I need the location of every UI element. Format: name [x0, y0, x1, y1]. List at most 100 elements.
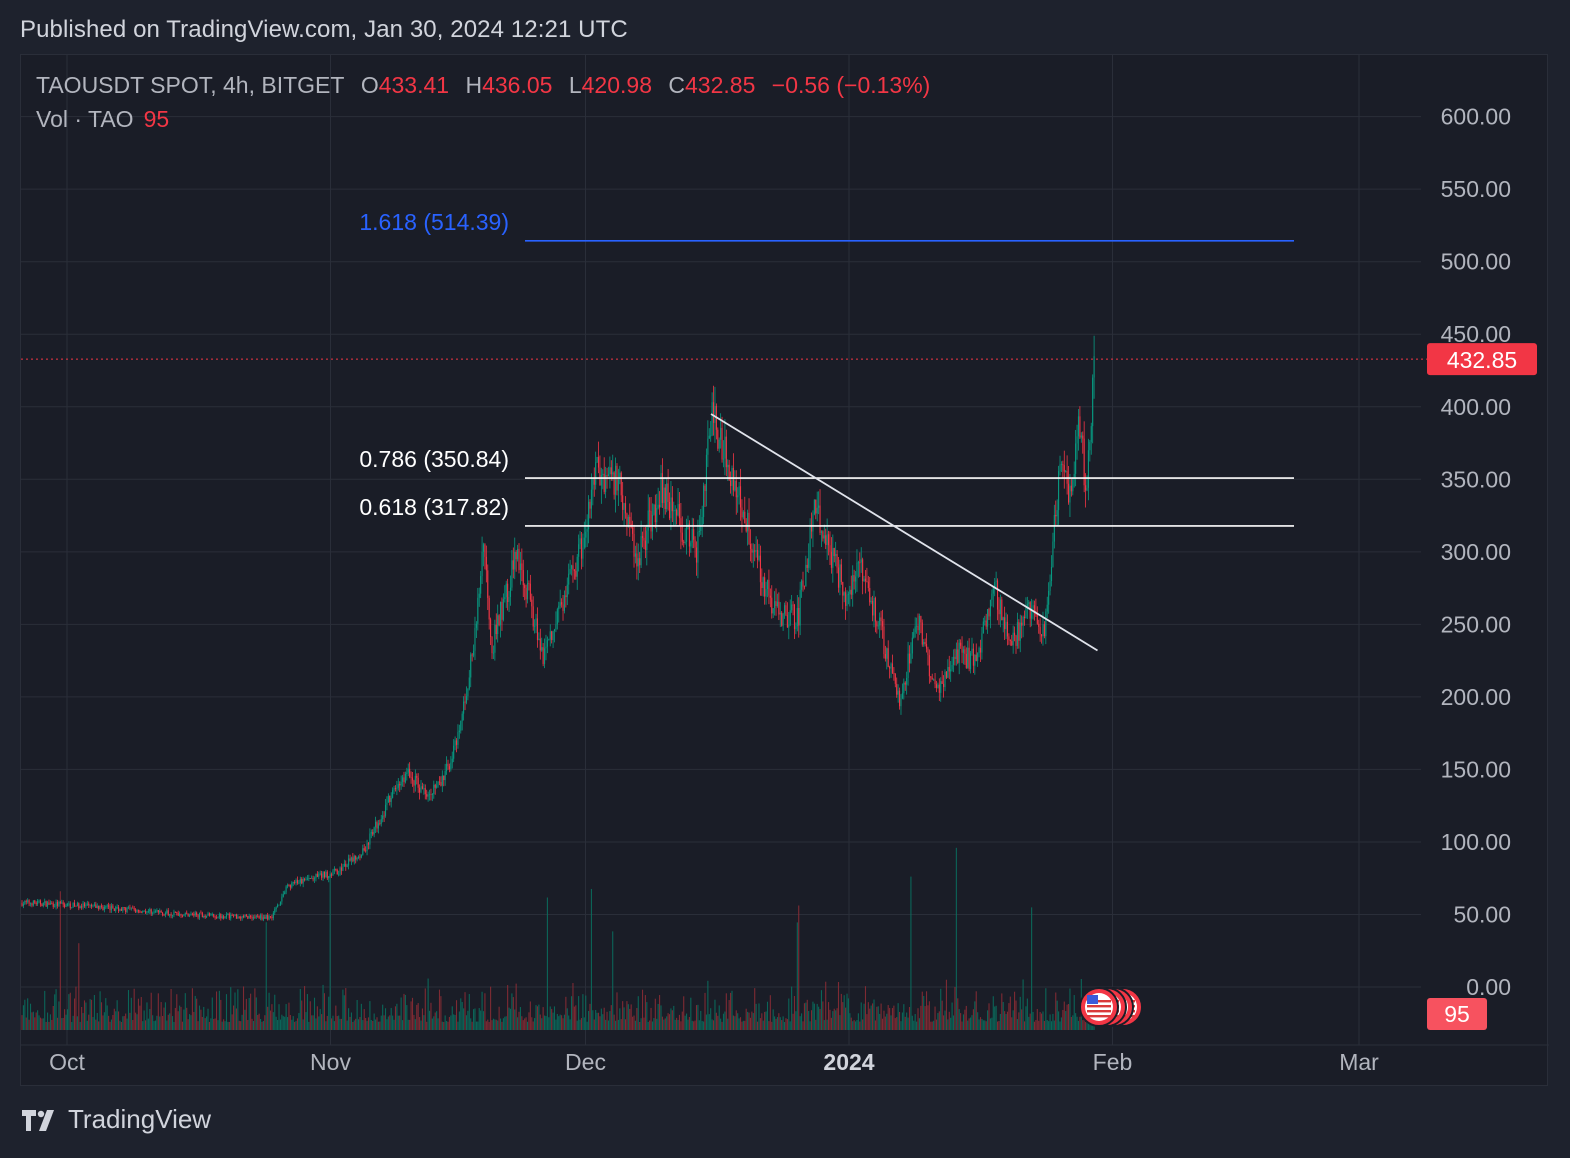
- volume-bar: [221, 1021, 223, 1030]
- candle-body: [1069, 485, 1071, 503]
- volume-bar: [609, 1011, 611, 1030]
- candle-body: [870, 600, 872, 603]
- volume-bar: [137, 998, 139, 1030]
- volume-bar: [779, 1017, 781, 1030]
- tradingview-footer[interactable]: TradingView: [20, 1104, 211, 1135]
- symbol-label: TAOUSDT SPOT, 4h, BITGET: [36, 72, 345, 98]
- volume-bar: [480, 1010, 482, 1030]
- volume-bar: [407, 1019, 409, 1030]
- volume-bar: [893, 1005, 895, 1030]
- candle-body: [725, 436, 727, 468]
- volume-bar: [332, 1015, 334, 1030]
- volume-bar: [835, 1010, 837, 1030]
- volume-bar: [573, 1006, 575, 1030]
- volume-bar: [424, 988, 426, 1030]
- candle-body: [651, 514, 654, 532]
- volume-bar: [352, 1021, 354, 1030]
- candle-body: [200, 912, 202, 914]
- volume-bar: [126, 1018, 128, 1030]
- volume-bar: [833, 1008, 835, 1030]
- candle-body: [759, 555, 761, 583]
- candle-body: [864, 578, 867, 582]
- candle-body: [478, 593, 480, 598]
- candle-body: [633, 533, 635, 557]
- candle-body: [214, 916, 216, 918]
- volume-bar: [95, 1019, 97, 1030]
- candle-body: [603, 473, 605, 492]
- price-chart[interactable]: 1.618 (514.39)0.786 (350.84)0.618 (317.8…: [21, 55, 1549, 1087]
- candle-body: [72, 902, 74, 908]
- volume-bar: [140, 997, 142, 1030]
- volume-bar: [843, 995, 845, 1030]
- candle-body: [626, 513, 628, 527]
- volume-bar: [244, 1009, 246, 1030]
- us-event-flag-icon[interactable]: [1079, 987, 1119, 1027]
- candle-body: [508, 596, 510, 603]
- volume-bar: [512, 997, 514, 1030]
- volume-bar: [215, 991, 218, 1030]
- volume-bar: [389, 1015, 391, 1030]
- volume-bar: [272, 1012, 274, 1030]
- candle-body: [941, 681, 943, 684]
- candle-body: [309, 878, 311, 879]
- volume-bar: [985, 1021, 987, 1030]
- volume-bar: [186, 1007, 188, 1030]
- candle-body: [326, 871, 328, 879]
- volume-bar: [904, 1016, 906, 1030]
- candle-body: [331, 874, 333, 876]
- volume-bar: [534, 1018, 536, 1030]
- volume-bar: [576, 1020, 578, 1030]
- chart-panel[interactable]: 1.618 (514.39) 0.786 (350.84) 0.618 (317.8…: [20, 54, 1549, 1087]
- volume-bar: [25, 1017, 27, 1030]
- candle-body: [113, 908, 115, 911]
- volume-bar: [508, 1007, 510, 1030]
- volume-bar: [947, 1019, 949, 1030]
- candle-body: [501, 601, 503, 620]
- candle-body: [156, 910, 158, 912]
- volume-bar: [377, 1021, 379, 1030]
- candle-body: [115, 907, 117, 911]
- volume-bar: [698, 1020, 700, 1030]
- candle-body: [218, 914, 220, 918]
- volume-bar: [938, 1011, 940, 1030]
- volume-bar: [234, 992, 236, 1030]
- candle-body: [1022, 616, 1024, 626]
- volume-bar: [366, 1020, 368, 1030]
- volume-bar: [437, 1018, 439, 1030]
- candle-body: [960, 642, 962, 646]
- volume-bar: [781, 1020, 783, 1030]
- volume-bar: [292, 1016, 294, 1030]
- candle-body: [998, 609, 1000, 615]
- volume-bar: [428, 1010, 431, 1030]
- candle-body: [578, 544, 580, 557]
- candle-body: [106, 905, 108, 907]
- volume-bar: [977, 1012, 979, 1030]
- candle-body: [298, 882, 300, 884]
- candle-body: [900, 698, 902, 707]
- volume-bar: [1077, 1020, 1080, 1030]
- volume-bar: [836, 1008, 838, 1030]
- volume-bar: [257, 1014, 259, 1030]
- candle-body: [37, 900, 39, 905]
- candle-body: [56, 902, 59, 906]
- volume-bar: [28, 1019, 30, 1030]
- candle-body: [602, 473, 604, 475]
- volume-bar: [722, 1013, 725, 1030]
- candle-body: [255, 915, 257, 918]
- volume-bar: [135, 1012, 137, 1030]
- candle-body: [961, 645, 963, 653]
- candle-body: [529, 583, 531, 600]
- volume-bar: [207, 1008, 209, 1030]
- candle-body: [248, 915, 250, 919]
- candle-body: [25, 900, 27, 902]
- candle-body: [170, 914, 172, 916]
- candle-body: [542, 647, 544, 664]
- candle-body: [431, 794, 433, 796]
- candle-body: [304, 878, 306, 880]
- volume-bar: [592, 1010, 594, 1030]
- candle-body: [383, 815, 385, 817]
- volume-bar: [38, 1015, 40, 1030]
- volume-bar: [791, 986, 793, 1030]
- volume-bar: [318, 1016, 320, 1030]
- candle-body: [833, 548, 835, 557]
